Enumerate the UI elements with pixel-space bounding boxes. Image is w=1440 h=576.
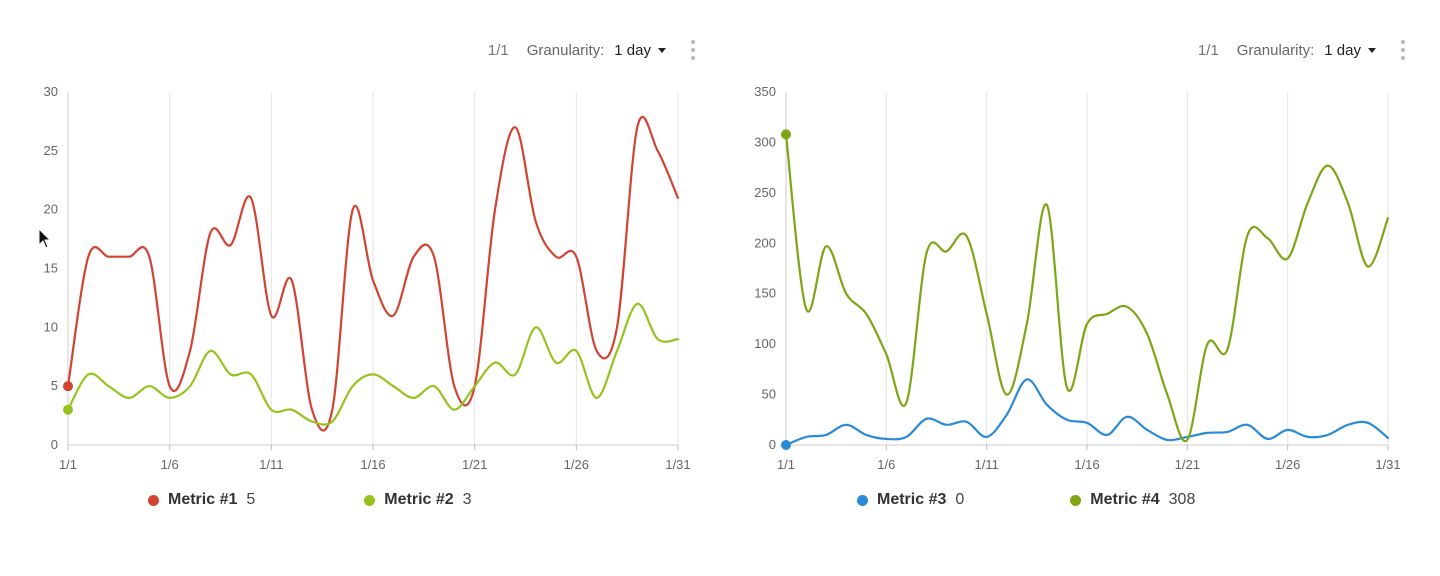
- granularity-label: Granularity:: [1236, 41, 1315, 59]
- x-tick-label: 1/6: [161, 457, 179, 472]
- x-tick-label: 1/11: [259, 457, 283, 472]
- x-tick-label: 1/21: [1175, 457, 1200, 472]
- y-tick-label: 30: [44, 84, 58, 99]
- y-tick-label: 15: [44, 261, 58, 276]
- caret-down-icon: [658, 47, 666, 53]
- y-tick-label: 0: [51, 437, 58, 452]
- chart-legend: Metric #3 0 Metric #4 308: [857, 491, 1195, 509]
- legend-series-value: 3: [462, 491, 472, 508]
- x-tick-label: 1/6: [877, 457, 895, 472]
- series-line: [784, 133, 1390, 443]
- legend-item-metric-2[interactable]: Metric #2 3: [364, 491, 472, 509]
- chart-legend: Metric #1 5 Metric #2 3: [148, 491, 472, 509]
- legend-series-value: 5: [246, 491, 256, 508]
- legend-series-value: 308: [1168, 491, 1196, 508]
- x-tick-label: 1/26: [1275, 457, 1300, 472]
- granularity-dropdown[interactable]: 1 day: [1324, 42, 1376, 59]
- y-tick-label: 150: [754, 286, 776, 301]
- series-hover-point: [781, 440, 791, 450]
- series-hover-point: [781, 129, 791, 140]
- x-tick-label: 1/1: [777, 457, 795, 472]
- legend-marker: [1070, 494, 1082, 506]
- more-options-icon[interactable]: [690, 40, 696, 60]
- y-tick-label: 250: [754, 185, 776, 200]
- x-tick-label: 1/11: [974, 457, 998, 472]
- legend-marker: [857, 494, 868, 506]
- legend-item-metric-1[interactable]: Metric #1 5: [148, 491, 255, 509]
- y-tick-label: 10: [44, 319, 58, 334]
- x-tick-label: 1/1: [59, 457, 77, 472]
- legend-series-name: Metric #3: [877, 491, 947, 508]
- series-line: [784, 378, 1390, 447]
- series-hover-point: [63, 381, 73, 392]
- legend-marker: [148, 494, 159, 506]
- series-hover-point: [63, 404, 73, 415]
- mouse-pointer-icon: [38, 228, 52, 249]
- line-chart-2: 1/1 1/6 1/11 1/16 1/21 1/26 1/31 0 50 100 150 200 25…: [754, 84, 1400, 472]
- y-tick-label: 350: [754, 84, 776, 99]
- chart-toolbar: 1/1 Granularity: 1 day: [488, 38, 696, 62]
- series-line: [66, 302, 680, 426]
- legend-marker: [364, 494, 376, 506]
- x-tick-label: 1/26: [564, 457, 589, 472]
- x-tick-label: 1/31: [665, 457, 690, 472]
- y-tick-label: 20: [44, 202, 58, 217]
- y-tick-label: 25: [44, 143, 58, 158]
- y-tick-label: 300: [754, 134, 776, 149]
- y-tick-label: 0: [769, 437, 776, 452]
- y-tick-label: 5: [51, 378, 58, 393]
- x-tick-label: 1/16: [360, 457, 385, 472]
- legend-series-name: Metric #2: [384, 491, 454, 508]
- x-tick-label: 1/16: [1074, 457, 1099, 472]
- legend-item-metric-3[interactable]: Metric #3 0: [857, 491, 964, 509]
- page-indicator: 1/1: [487, 41, 509, 59]
- y-tick-label: 200: [754, 235, 776, 250]
- legend-series-name: Metric #1: [168, 491, 238, 508]
- legend-series-name: Metric #4: [1090, 491, 1160, 508]
- x-tick-label: 1/31: [1375, 457, 1400, 472]
- granularity-dropdown[interactable]: 1 day: [614, 42, 666, 59]
- legend-item-metric-4[interactable]: Metric #4 308: [1070, 491, 1195, 509]
- granularity-label: Granularity:: [526, 41, 605, 59]
- more-options-icon[interactable]: [1400, 40, 1406, 60]
- page-indicator: 1/1: [1197, 41, 1219, 59]
- line-chart-1: 1/1 1/6 1/11 1/16 1/21 1/26 1/31 0 5 10 15 20 25 30: [44, 84, 691, 472]
- granularity-value: 1 day: [614, 41, 651, 59]
- caret-down-icon: [1368, 47, 1376, 53]
- granularity-value: 1 day: [1324, 41, 1361, 59]
- y-tick-label: 100: [754, 336, 776, 351]
- y-tick-label: 50: [762, 387, 776, 402]
- series-line: [66, 116, 680, 432]
- legend-series-value: 0: [955, 491, 965, 508]
- x-tick-label: 1/21: [462, 457, 487, 472]
- chart-panel-2: 1/1 Granularity: 1 day 1/1 1/6 1/11 1/16 1/2…: [720, 0, 1440, 576]
- chart-toolbar: 1/1 Granularity: 1 day: [1198, 38, 1406, 62]
- chart-panel-1: 1/1 Granularity: 1 day 1/1 1/6 1/11 1/16 1/2…: [44, 38, 696, 509]
